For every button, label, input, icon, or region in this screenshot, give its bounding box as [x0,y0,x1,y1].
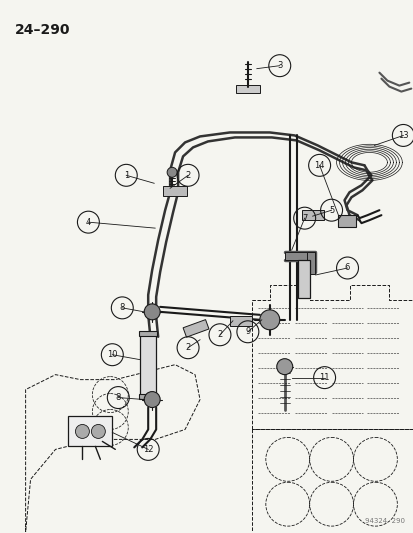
Text: 8: 8 [119,303,125,312]
Text: 94324  290: 94324 290 [364,518,404,524]
Text: 6: 6 [344,263,349,272]
Text: 2: 2 [185,171,190,180]
Circle shape [144,392,160,408]
Bar [337,215,355,227]
Bar [139,393,157,399]
Text: 13: 13 [397,131,408,140]
Text: 5: 5 [328,206,333,215]
Text: 24–290: 24–290 [14,23,70,37]
Text: 3: 3 [276,61,282,70]
Bar [139,331,157,336]
Circle shape [75,424,89,439]
Bar [306,252,314,274]
Text: 12: 12 [142,445,153,454]
Circle shape [259,310,279,330]
Text: 4: 4 [85,217,91,227]
Text: 7: 7 [301,214,306,223]
Text: 11: 11 [318,373,329,382]
Text: 9: 9 [244,327,250,336]
Bar [235,85,259,93]
Bar [301,210,323,220]
Text: 2: 2 [217,330,222,340]
Bar [297,260,309,298]
Bar [183,320,209,337]
Text: 8: 8 [115,393,121,402]
Circle shape [144,304,160,320]
Circle shape [167,167,177,177]
Bar [284,252,314,260]
Bar [229,316,251,326]
Text: 14: 14 [313,161,324,170]
Circle shape [276,359,292,375]
Text: 10: 10 [107,350,117,359]
Bar [163,186,187,196]
Circle shape [91,424,105,439]
Bar [140,335,156,394]
Text: 1: 1 [123,171,128,180]
Bar [68,416,112,447]
Text: 2: 2 [185,343,190,352]
